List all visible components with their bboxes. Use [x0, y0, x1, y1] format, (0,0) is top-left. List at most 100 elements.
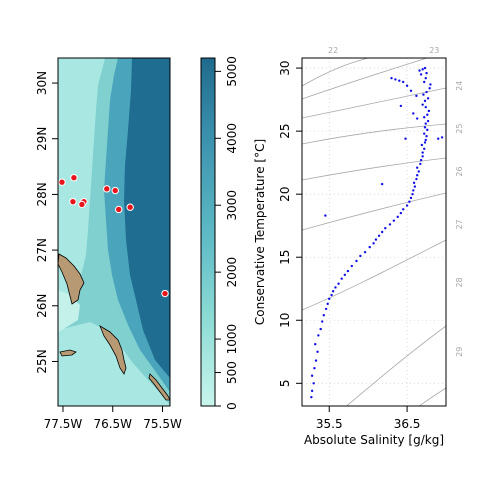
ts-point [426, 113, 429, 116]
map-x-axis: 77.5W 76.5W 75.5W [44, 406, 182, 431]
ts-point [409, 196, 413, 200]
ts-point [399, 211, 403, 215]
ts-y-tick-label: 15 [278, 250, 292, 265]
ts-point [429, 83, 432, 86]
ts-point [326, 302, 329, 306]
ts-point [317, 334, 320, 337]
ts-point [355, 259, 358, 263]
ts-point [413, 185, 417, 188]
ts-point [350, 264, 354, 268]
ts-point [437, 137, 440, 140]
ts-point [390, 76, 393, 80]
ts-y-tick-label: 20 [278, 187, 292, 202]
land-eleuthera [148, 373, 170, 401]
map-x-tick-label: 75.5W [143, 417, 182, 431]
ts-point [405, 204, 409, 207]
ts-point [405, 84, 409, 87]
density-contour-label: 24 [455, 81, 464, 91]
ts-point [363, 250, 367, 254]
ts-point [426, 128, 429, 132]
density-contour-27 [302, 192, 446, 231]
ts-point [423, 80, 426, 84]
map-y-tick-label: 27N [35, 238, 49, 262]
ts-point [322, 314, 325, 317]
ts-point [415, 94, 418, 98]
station-marker [111, 186, 119, 195]
density-contour-25 [302, 123, 446, 145]
map-y-tick-label: 28N [35, 182, 49, 206]
map-x-tick-label: 76.5W [93, 417, 132, 431]
ts-x-tick-label: 36.5 [394, 417, 421, 431]
land-andros [59, 349, 77, 357]
ts-point [411, 192, 414, 196]
ts-point [425, 134, 428, 138]
ts-point [396, 215, 399, 219]
ts-point [312, 382, 315, 385]
ts-point [337, 282, 340, 285]
ts-point [412, 189, 415, 192]
ts-point [310, 389, 314, 393]
ts-point [310, 395, 313, 399]
station-marker [69, 197, 77, 206]
density-contour-24 [302, 87, 446, 119]
map-raster [58, 58, 170, 406]
ts-point [418, 69, 421, 72]
bank-lower [58, 322, 170, 406]
ts-point [380, 230, 384, 234]
ts-y-tick-label: 25 [278, 123, 292, 138]
map-y-tick-label: 29N [35, 127, 49, 151]
ts-point [343, 273, 347, 277]
density-contour-label: 29 [455, 347, 464, 357]
ts-point [416, 117, 419, 120]
ts-point [423, 66, 427, 70]
map-x-tick-label: 77.5W [44, 417, 83, 431]
ts-point [425, 71, 428, 75]
density-contour-label: 27 [455, 219, 464, 229]
shallow-bank [58, 58, 105, 320]
ts-point [412, 112, 415, 115]
ts-point [408, 200, 411, 203]
ts-point [314, 343, 317, 346]
ts-point [420, 143, 424, 147]
ts-point [377, 234, 381, 237]
ts-point [313, 366, 316, 370]
colorbar-tick-label: 4000 [225, 123, 239, 154]
bathymetry-map: 77.5W 76.5W 75.5W 25N 26N 27N 28N 29N 30N [35, 57, 182, 431]
ts-point [328, 297, 331, 301]
ts-point [394, 78, 397, 81]
colorbar-tick-label: 3000 [225, 190, 239, 221]
density-contour-29 [346, 325, 446, 406]
ts-point [416, 166, 419, 169]
ts-point [316, 350, 319, 353]
station-marker [70, 174, 78, 182]
density-contour-label: 25 [455, 124, 464, 134]
density-contour-label: 26 [455, 166, 464, 176]
ts-y-tick-label: 30 [278, 60, 292, 75]
colorbar-tick-label: 0 [225, 402, 239, 410]
ts-point [404, 137, 407, 140]
density-contours [302, 58, 446, 406]
station-markers [58, 174, 169, 298]
ts-point [421, 155, 424, 158]
ts-point [392, 219, 396, 222]
ts-point [423, 132, 426, 135]
ts-y-tick-label: 10 [278, 313, 292, 328]
ts-point [424, 105, 427, 109]
land-abaco [99, 325, 127, 375]
ts-point [415, 177, 418, 181]
ts-grid [302, 58, 446, 406]
colorbar-gradient [200, 57, 216, 407]
map-y-axis: 25N 26N 27N 28N 29N 30N [35, 71, 58, 374]
ts-point [398, 79, 401, 82]
ts-point [423, 116, 426, 119]
density-contour-30 [418, 387, 446, 406]
colorbar-axis: 0 500 1000 2000 3000 4000 5000 [215, 56, 239, 410]
ts-point [324, 307, 328, 311]
ts-point [423, 99, 427, 103]
ts-point [324, 214, 327, 217]
ts-point [388, 223, 392, 226]
ts-point [422, 93, 425, 96]
ts-point [421, 103, 424, 106]
map-y-tick-label: 30N [35, 71, 49, 95]
